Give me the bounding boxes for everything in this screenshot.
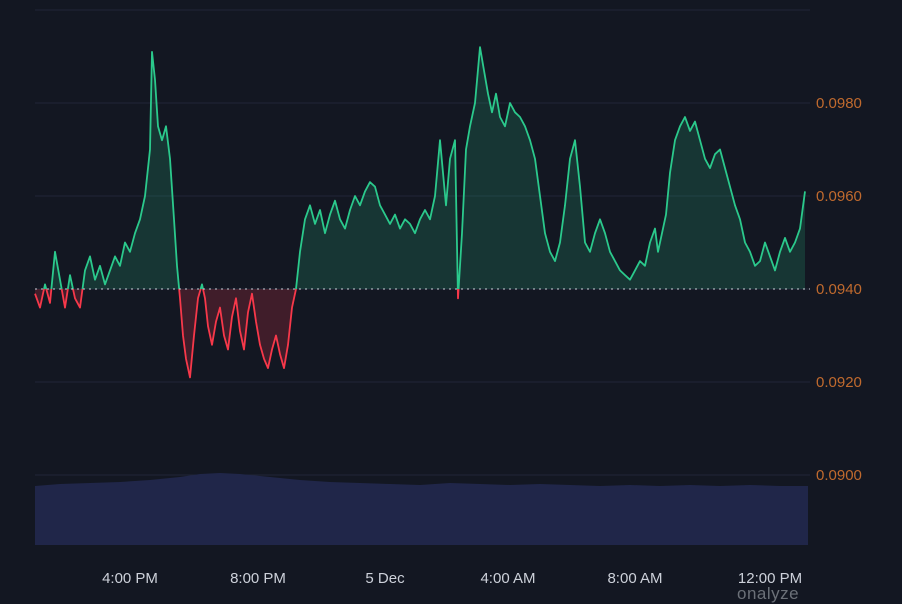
y-axis-label: 0.0940	[816, 281, 862, 298]
watermark: onalyze	[737, 584, 800, 603]
y-axis-label: 0.0960	[816, 188, 862, 205]
volume-area	[35, 473, 808, 545]
y-axis-label: 0.0900	[816, 467, 862, 484]
x-axis-label: 8:00 AM	[607, 570, 662, 587]
y-axis-label: 0.0980	[816, 95, 862, 112]
x-axis-label: 4:00 PM	[102, 570, 158, 587]
price-area-down	[35, 289, 805, 378]
x-axis-label: 8:00 PM	[230, 570, 286, 587]
x-axis-label: 5 Dec	[365, 570, 405, 587]
y-axis-label: 0.0920	[816, 374, 862, 391]
x-axis-label: 4:00 AM	[480, 570, 535, 587]
x-axis-label: 12:00 PM	[738, 570, 802, 587]
price-line-up	[43, 46, 806, 289]
